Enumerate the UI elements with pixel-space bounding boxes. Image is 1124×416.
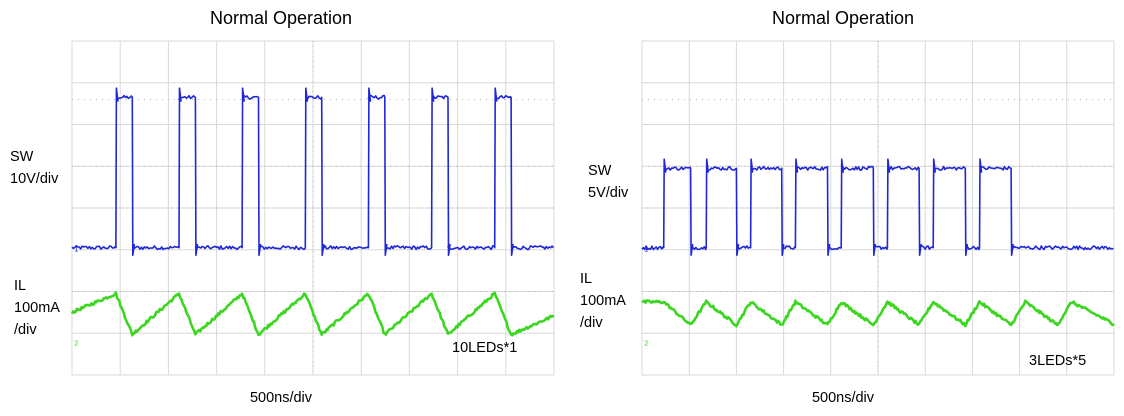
- oscilloscope-plot: 12: [641, 40, 1115, 376]
- sw-channel-label: SW 10V/div: [10, 146, 58, 190]
- sw-channel-label: SW 5V/div: [588, 160, 628, 204]
- oscilloscope-plot: 12: [70, 40, 555, 376]
- x-axis-scale: 500ns/div: [811, 390, 875, 406]
- il-label-name: IL: [14, 278, 27, 294]
- il-channel-label: IL 100mA /div: [580, 268, 626, 334]
- sw-trace: [641, 158, 1114, 256]
- sw-label-name: SW: [588, 163, 612, 179]
- il-trace: [70, 291, 555, 337]
- led-config-note: 3LEDs*5: [1029, 353, 1087, 369]
- il-label-unit: /div: [580, 315, 603, 331]
- il-label-scale: 100mA: [580, 293, 626, 309]
- sw-label-scale: 5V/div: [588, 185, 629, 201]
- sw-trace: [71, 87, 555, 256]
- sw-label-name: SW: [10, 149, 34, 165]
- x-axis-scale: 500ns/div: [249, 390, 313, 406]
- channel-2-marker: 2: [644, 340, 648, 348]
- il-label-scale: 100mA: [14, 300, 60, 316]
- chart-title: Normal Operation: [771, 8, 915, 28]
- channel-1-marker: 1: [74, 246, 78, 254]
- il-channel-label: IL 100mA /div: [14, 275, 60, 341]
- il-label-unit: /div: [14, 322, 37, 338]
- channel-1-marker: 1: [644, 246, 648, 254]
- chart-title: Normal Operation: [209, 8, 353, 28]
- led-config-note: 10LEDs*1: [452, 340, 518, 356]
- il-trace: [641, 299, 1115, 328]
- sw-label-scale: 10V/div: [10, 171, 59, 187]
- channel-2-marker: 2: [74, 340, 78, 348]
- il-label-name: IL: [580, 271, 593, 287]
